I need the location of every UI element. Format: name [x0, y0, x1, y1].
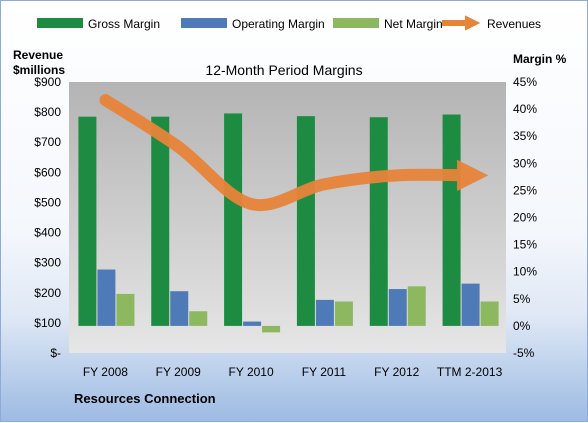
revenues-point: [250, 202, 253, 205]
revenues-line: [99, 94, 489, 212]
legend-label-revenues: Revenues: [487, 17, 541, 31]
y-left-tick-label: $700: [34, 135, 61, 149]
legend: Gross Margin Operating Margin Net Margin Re…: [37, 15, 541, 31]
y-right-tick-label: 20%: [513, 211, 537, 225]
y-right-tick-label: 5%: [513, 292, 531, 306]
bar-net-margin: [334, 301, 353, 326]
y-right-tick-label: 40%: [513, 102, 537, 116]
bar-gross-margin: [78, 116, 97, 326]
y-right-label: Margin %: [513, 52, 567, 66]
bar-gross-margin: [296, 116, 315, 326]
company-name: Resources Connection: [74, 391, 216, 406]
y-left-label-line1: Revenue: [13, 48, 63, 62]
revenue-line-group: [99, 94, 489, 212]
legend-swatch-net-margin: [333, 18, 379, 28]
bar-net-margin: [116, 293, 135, 326]
revenues-point: [104, 99, 107, 102]
bar-operating-margin: [315, 299, 334, 326]
bar-net-margin: [480, 301, 499, 326]
y-left-tick-label: $-: [50, 346, 61, 360]
revenues-point: [322, 183, 325, 186]
bar-net-margin: [407, 286, 426, 326]
bar-operating-margin: [461, 283, 480, 326]
revenues-point: [177, 145, 180, 148]
y-left-tick-label: $200: [34, 286, 61, 300]
y-right-tick-label: 35%: [513, 129, 537, 143]
y-left-tick-label: $900: [34, 75, 61, 89]
y-left-tick-label: $400: [34, 226, 61, 240]
x-tick-label: TTM 2-2013: [437, 365, 503, 379]
bar-operating-margin: [243, 321, 262, 326]
revenues-point: [395, 174, 398, 177]
bar-gross-margin: [224, 113, 243, 326]
legend-label-operating-margin: Operating Margin: [232, 17, 325, 31]
y-left-tick-label: $500: [34, 195, 61, 209]
y-right-axis: 45% 40% 35% 30% 25% 20% 15% 10% 5% 0% -5%: [513, 75, 537, 360]
y-right-tick-label: 15%: [513, 238, 537, 252]
y-right-tick-label: 45%: [513, 75, 537, 89]
bar-gross-margin: [369, 117, 388, 326]
bar-operating-margin: [170, 291, 189, 326]
y-left-tick-label: $100: [34, 316, 61, 330]
y-right-tick-label: 10%: [513, 265, 537, 279]
y-right-tick-label: 0%: [513, 319, 531, 333]
y-left-tick-label: $600: [34, 165, 61, 179]
bar-gross-margin: [442, 114, 461, 326]
bar-net-margin: [262, 325, 281, 333]
bar-gross-margin: [151, 116, 170, 326]
x-tick-label: FY 2008: [83, 365, 128, 379]
y-right-tick-label: -5%: [513, 346, 535, 360]
legend-label-gross-margin: Gross Margin: [88, 17, 160, 31]
legend-swatch-operating-margin: [181, 18, 227, 28]
bar-net-margin: [189, 311, 208, 326]
chart-title: 12-Month Period Margins: [205, 62, 362, 78]
revenues-point: [468, 174, 471, 177]
y-left-label-line2: $millions: [13, 63, 65, 77]
x-tick-label: FY 2009: [156, 365, 201, 379]
y-right-tick-label: 30%: [513, 156, 537, 170]
bar-operating-margin: [388, 289, 407, 326]
legend-label-net-margin: Net Margin: [384, 17, 443, 31]
x-tick-label: FY 2010: [229, 365, 274, 379]
y-left-tick-label: $300: [34, 256, 61, 270]
y-left-tick-label: $800: [34, 105, 61, 119]
bars-group: [78, 113, 499, 333]
legend-swatch-gross-margin: [37, 18, 83, 28]
bar-operating-margin: [97, 269, 116, 326]
x-axis: FY 2008 FY 2009 FY 2010 FY 2011 FY 2012 TTM 2…: [83, 365, 503, 379]
y-left-axis: $900 $800 $700 $600 $500 $400 $300 $200 $100 $-: [34, 75, 61, 360]
y-right-tick-label: 25%: [513, 183, 537, 197]
x-tick-label: FY 2011: [302, 365, 347, 379]
x-tick-label: FY 2012: [374, 365, 419, 379]
